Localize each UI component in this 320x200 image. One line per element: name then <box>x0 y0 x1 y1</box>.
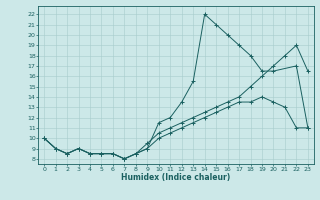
X-axis label: Humidex (Indice chaleur): Humidex (Indice chaleur) <box>121 173 231 182</box>
